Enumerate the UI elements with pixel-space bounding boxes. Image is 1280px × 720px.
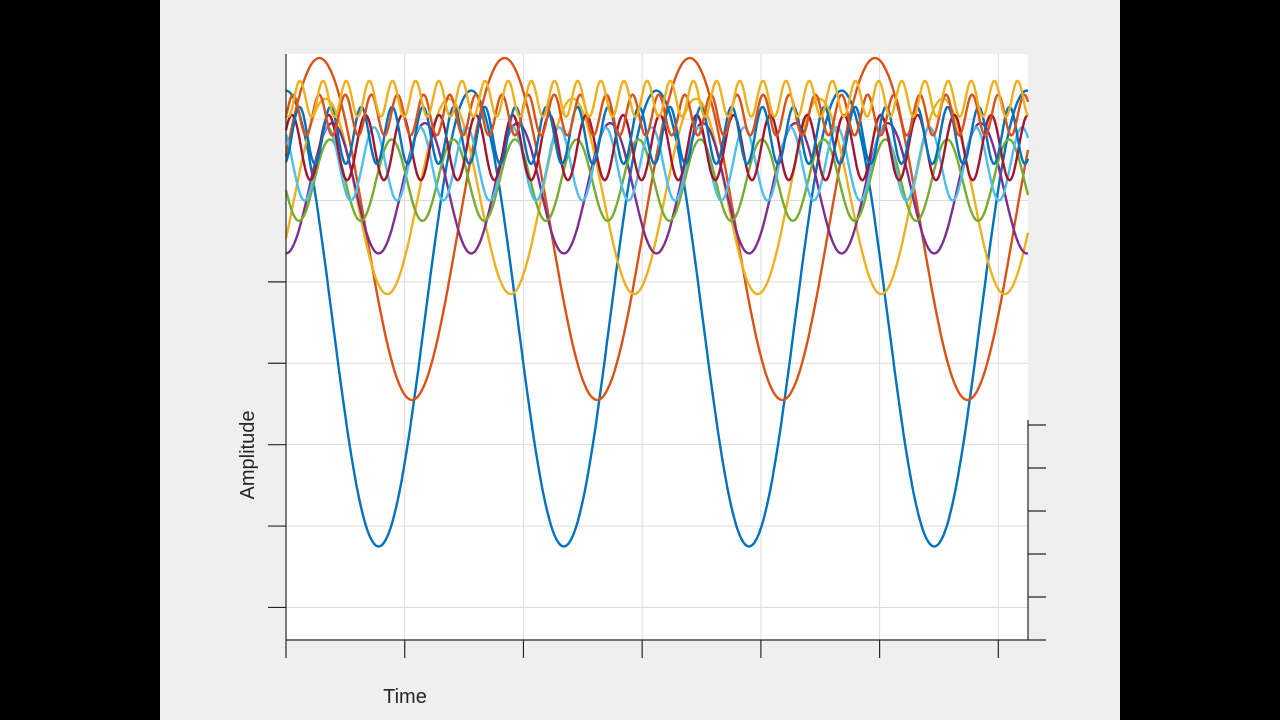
series-line-2: [284, 56, 1030, 402]
plot-area: [286, 54, 1028, 640]
x-axis-label: Time: [383, 686, 427, 708]
axis-ticks: [268, 281, 1046, 658]
figure-panel: Time Amplitude: [160, 0, 1120, 720]
series-line-10: [284, 79, 1030, 118]
series-line-1: [285, 89, 1029, 548]
series-line-3: [284, 97, 1030, 296]
series-line-7: [284, 113, 1029, 182]
series-line-8: [284, 105, 1030, 166]
axes: [285, 54, 1029, 641]
series-group: [284, 56, 1030, 548]
y-axis-label: Amplitude: [237, 411, 259, 500]
series-line-9: [284, 93, 1030, 137]
series-line-5: [284, 138, 1030, 222]
line-chart: Time Amplitude: [237, 54, 1046, 708]
